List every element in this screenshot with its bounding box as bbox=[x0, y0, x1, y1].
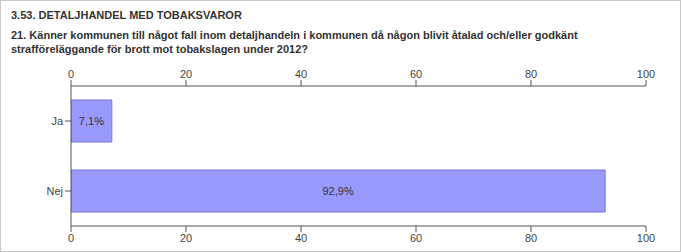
svg-text:100: 100 bbox=[637, 232, 655, 244]
svg-text:7,1%: 7,1% bbox=[79, 115, 104, 127]
svg-text:0: 0 bbox=[68, 232, 74, 244]
svg-text:60: 60 bbox=[410, 232, 422, 244]
svg-text:40: 40 bbox=[295, 232, 307, 244]
html-text:21. Känner kommunen till något: 21. Känner kommunen till något fall inom… bbox=[11, 29, 578, 55]
svg-text:92,9%: 92,9% bbox=[322, 185, 353, 197]
svg-text:80: 80 bbox=[525, 68, 537, 80]
svg-text:Ja: Ja bbox=[51, 115, 64, 127]
svg-text:40: 40 bbox=[295, 68, 307, 80]
svg-text:20: 20 bbox=[180, 232, 192, 244]
svg-text:20: 20 bbox=[180, 68, 192, 80]
svg-text:Nej: Nej bbox=[46, 185, 63, 197]
svg-text:100: 100 bbox=[637, 68, 655, 80]
svg-text:60: 60 bbox=[410, 68, 422, 80]
svg-text:80: 80 bbox=[525, 232, 537, 244]
svg-text:0: 0 bbox=[68, 68, 74, 80]
html-text:3.53. DETALJHANDEL MED TOBAKSV: 3.53. DETALJHANDEL MED TOBAKSVAROR bbox=[11, 9, 242, 21]
